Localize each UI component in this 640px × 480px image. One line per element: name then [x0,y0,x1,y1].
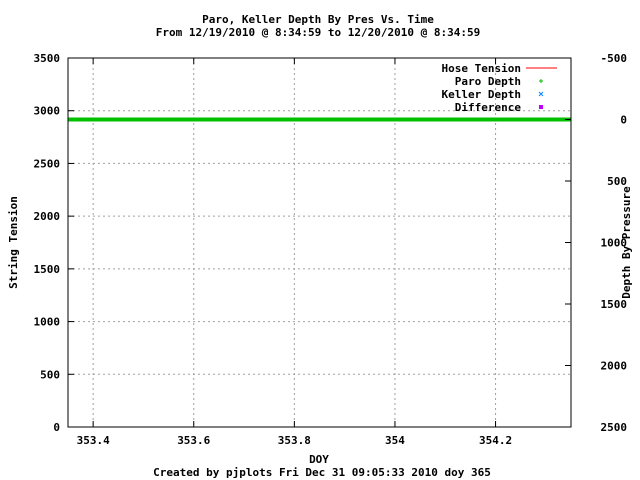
x-tick-label: 353.8 [278,434,311,447]
y2-tick-label: 1000 [601,237,628,250]
x-tick-label: 354 [385,434,405,447]
legend-label-keller-depth: Keller Depth [442,88,521,101]
x-tick-label: 353.4 [77,434,110,447]
x-tick-label: 353.6 [177,434,210,447]
y-tick-label: 3000 [34,105,61,118]
y2-tick-label: 2500 [601,421,628,434]
y-tick-label: 2500 [34,157,61,170]
x-axis-label: DOY [309,453,329,466]
legend-label-difference: Difference [455,101,522,114]
y2-tick-label: 1500 [601,298,628,311]
legend-label-hose-tension: Hose Tension [442,62,521,75]
y2-tick-label: 0 [620,114,627,127]
y-axis-label: String Tension [7,196,20,289]
y-tick-label: 1500 [34,263,61,276]
legend-swatch-keller-depth [538,91,544,97]
chart-title: Paro, Keller Depth By Pres Vs. Time [202,13,434,26]
y2-tick-label: -500 [601,52,628,65]
y2-axis-label: Depth By Pressure [620,186,633,299]
y-tick-label: 0 [53,421,60,434]
y2-tick-label: 2000 [601,360,628,373]
y-tick-label: 1000 [34,316,61,329]
chart-footer: Created by pjplots Fri Dec 31 09:05:33 2… [153,466,491,479]
legend-swatch-paro-depth [539,79,543,83]
x-tick-label: 354.2 [479,434,512,447]
chart-subtitle: From 12/19/2010 @ 8:34:59 to 12/20/2010 … [156,26,481,39]
y-tick-label: 2000 [34,210,61,223]
legend-label-paro-depth: Paro Depth [455,75,521,88]
axis-ticks: 353.4 353.6 353.8 354 354.2 0 500 1000 1500 2000 2… [34,52,628,447]
y-tick-label: 3500 [34,52,61,65]
y2-tick-label: 500 [607,175,627,188]
y-tick-label: 500 [40,368,60,381]
legend-swatch-difference [539,105,543,109]
